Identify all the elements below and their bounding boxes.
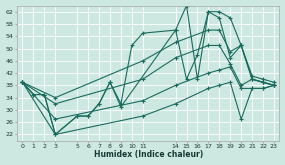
X-axis label: Humidex (Indice chaleur): Humidex (Indice chaleur) (93, 150, 203, 159)
